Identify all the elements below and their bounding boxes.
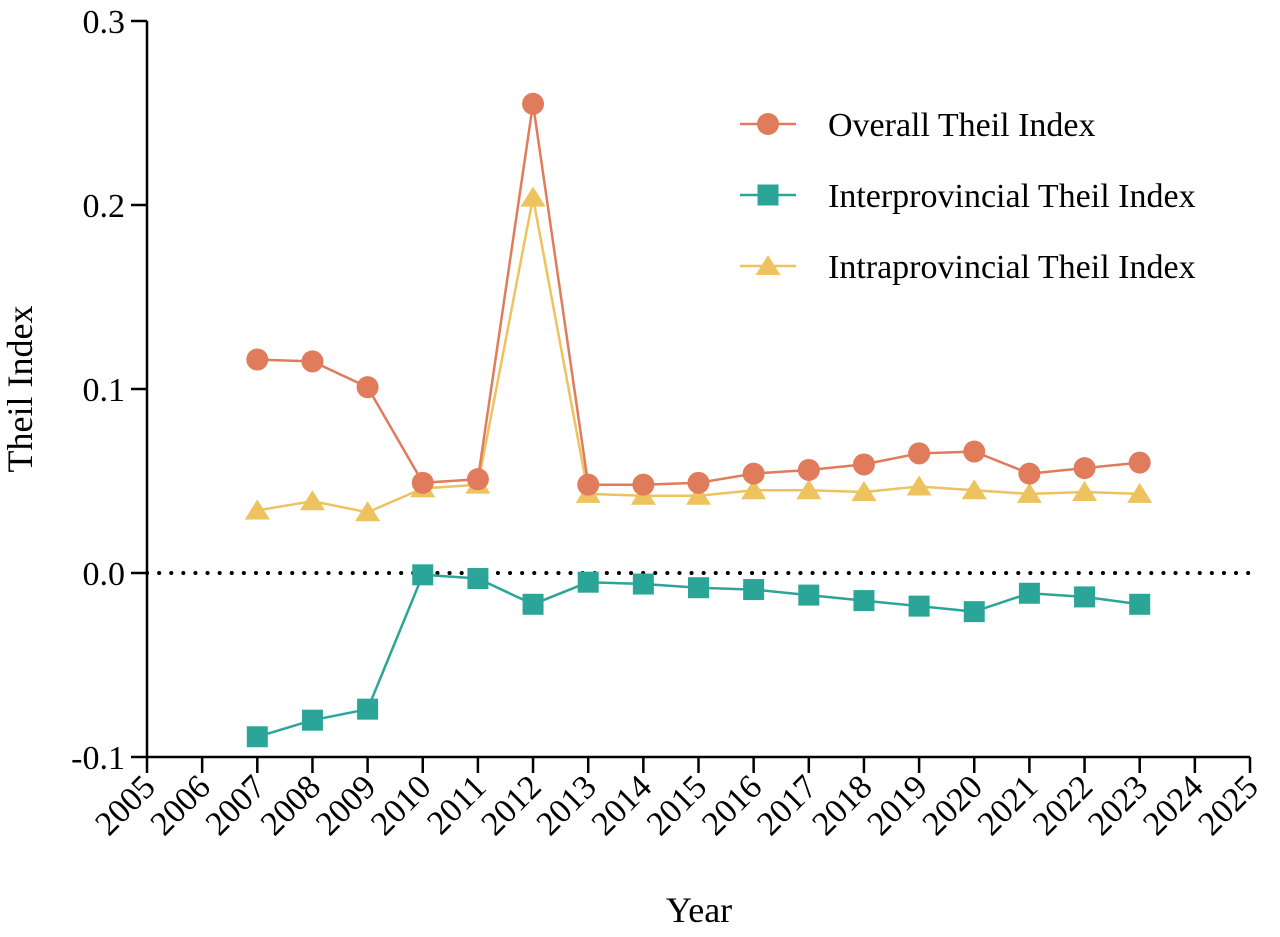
x-tick-label: 2017 [750,768,824,842]
x-tick-label: 2007 [199,768,273,842]
data-point [798,584,820,606]
data-point [1127,482,1153,503]
series-overall-theil-index [246,92,1151,496]
legend-item-intraprovincial-theil-index: Intraprovincial Theil Index [740,249,1196,286]
data-point [411,471,434,494]
x-tick-label: 2006 [144,768,218,842]
data-point [577,571,599,593]
data-point [244,499,270,520]
series-layer [244,92,1153,748]
data-point [1072,481,1098,502]
data-point [246,726,268,748]
x-tick-label: 2008 [254,768,328,842]
data-point [963,440,986,463]
x-tick-label: 2021 [971,768,1045,842]
data-point [963,601,985,623]
legend-item-interprovincial-theil-index: Interprovincial Theil Index [740,178,1196,215]
x-tick-label: 2011 [420,768,493,841]
series-line [257,102,1140,486]
data-point [246,348,269,371]
legend-marker [755,255,781,275]
data-point [687,471,710,494]
data-point [1073,457,1096,480]
legend-label: Intraprovincial Theil Index [828,249,1196,286]
data-point [467,568,489,590]
legend-item-overall-theil-index: Overall Theil Index [740,107,1096,144]
y-axis-title: Theil Index [0,306,40,473]
data-point [1129,593,1151,615]
data-point [301,709,323,731]
data-point [520,186,546,207]
data-point [299,490,325,511]
x-tick-label: 2013 [530,768,604,842]
data-point [632,573,654,595]
x-tick-label: 2015 [640,768,714,842]
y-tick-label: -0.1 [71,740,125,777]
data-point [797,458,820,481]
data-point [1128,451,1151,474]
series-line [256,573,1140,738]
data-point [466,468,489,491]
legend-label: Interprovincial Theil Index [828,178,1196,215]
x-tick-label: 2020 [916,768,990,842]
x-tick-label: 2022 [1026,768,1100,842]
data-point [301,350,324,373]
data-point [742,462,765,485]
series-intraprovincial-theil-index [244,186,1153,522]
x-tick-label: 2014 [585,768,659,842]
y-tick-label: 0.3 [83,4,126,41]
x-tick-label: 2024 [1136,768,1210,842]
data-point [853,590,875,612]
data-point [741,479,767,500]
data-point [355,501,381,522]
data-point [796,479,822,500]
data-point [1018,582,1040,604]
data-point [852,453,875,476]
data-point [522,92,545,115]
x-tick-label: 2019 [861,768,935,842]
data-point [356,376,379,399]
data-point [577,473,600,496]
y-tick-label: 0.1 [83,372,126,409]
series-interprovincial-theil-index [246,564,1151,748]
x-tick-label: 2005 [88,768,162,842]
y-tick-label: 0.0 [83,556,126,593]
x-tick-label: 2009 [309,768,383,842]
legend: Overall Theil Index Interprovincial Theil… [740,107,1196,286]
data-point [688,577,709,599]
data-point [686,484,711,505]
data-point [522,593,544,615]
legend-marker [757,184,779,206]
x-axis-title: Year [666,890,732,930]
data-point [961,479,987,500]
data-point [908,595,930,617]
data-point [412,564,434,586]
x-tick-label: 2023 [1081,768,1155,842]
legend-label: Overall Theil Index [828,107,1096,144]
legend-marker [757,113,779,135]
data-point [851,481,877,502]
data-point [1074,586,1096,608]
data-point [1016,482,1042,503]
y-tick-label: 0.2 [83,188,126,225]
data-point [906,475,932,496]
data-point [908,442,931,465]
x-tick-label: 2016 [695,768,769,842]
x-tick-label: 2018 [805,768,879,842]
data-point [357,698,379,720]
data-point [632,473,655,496]
x-tick-label: 2012 [474,768,548,842]
x-tick-label: 2010 [364,768,438,842]
x-tick-label: 2025 [1191,768,1265,842]
data-point [1018,462,1041,485]
data-point [743,579,765,601]
